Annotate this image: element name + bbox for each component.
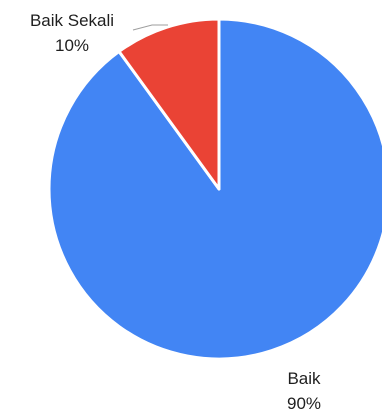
leader-line-baik-sekali bbox=[132, 24, 168, 31]
slice-percent-baik-sekali: 10% bbox=[55, 36, 89, 55]
pie-slice-baik bbox=[47, 17, 382, 361]
slice-percent-baik: 90% bbox=[287, 394, 321, 413]
slice-label-baik: Baik bbox=[287, 369, 321, 388]
slice-label-baik-sekali: Baik Sekali bbox=[30, 11, 114, 30]
pie-slice-baik-sekali bbox=[117, 17, 221, 191]
pie-slices bbox=[47, 17, 382, 361]
